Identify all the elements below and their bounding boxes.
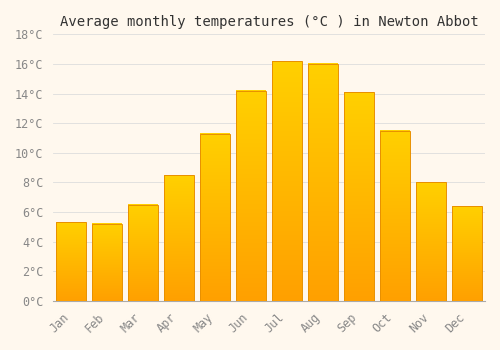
Bar (452, 206, 482, 301)
Bar (272, 61, 302, 301)
Bar (92, 224, 122, 301)
Bar (56, 223, 86, 301)
Bar (200, 134, 230, 301)
Bar (236, 91, 266, 301)
Bar (380, 131, 410, 301)
Bar (308, 64, 338, 301)
Bar (164, 175, 194, 301)
Bar (128, 205, 158, 301)
Bar (416, 182, 446, 301)
Title: Average monthly temperatures (°C ) in Newton Abbot: Average monthly temperatures (°C ) in Ne… (60, 15, 478, 29)
Bar (344, 92, 374, 301)
